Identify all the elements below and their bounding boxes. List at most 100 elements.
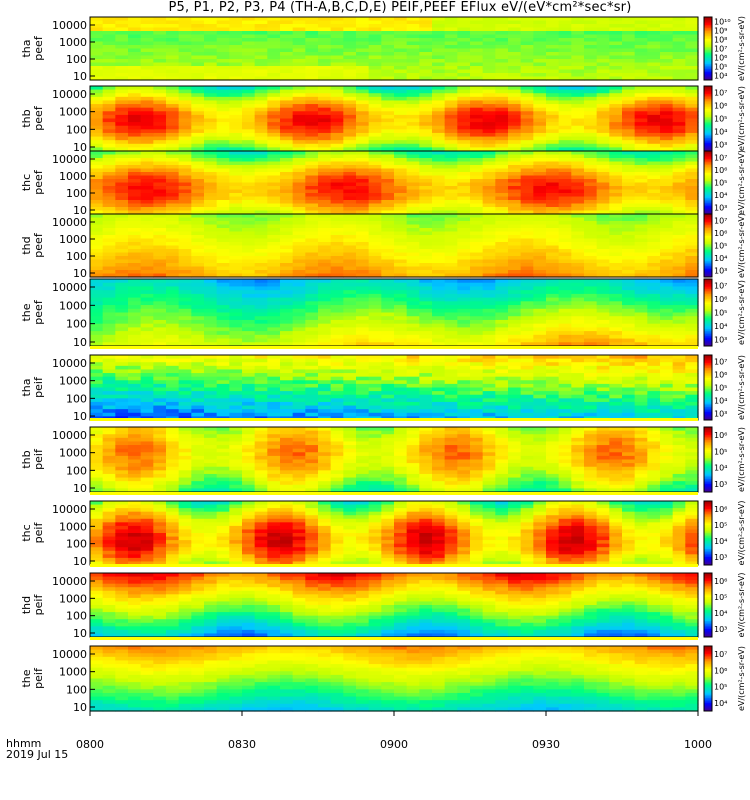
- heat-cell: [432, 290, 446, 295]
- heat-cell: [672, 73, 686, 78]
- heat-cell: [419, 214, 433, 219]
- heat-cell: [381, 217, 395, 222]
- heat-cell: [204, 122, 218, 127]
- panel-label-top: tha: [20, 39, 33, 57]
- heat-cell: [508, 154, 522, 159]
- heat-cell: [672, 242, 686, 247]
- colorbar-cell: [704, 37, 712, 40]
- heat-cell: [166, 38, 180, 43]
- heat-cell: [102, 20, 116, 25]
- heat-cell: [533, 114, 547, 120]
- heat-cell: [508, 76, 522, 81]
- heat-cell: [622, 168, 636, 173]
- heat-cell: [495, 136, 509, 141]
- heat-cell: [394, 59, 408, 64]
- heat-cell: [394, 196, 408, 201]
- heat-cell: [305, 286, 319, 291]
- heat-cell: [102, 376, 116, 381]
- heat-cell: [558, 125, 572, 130]
- heat-cell: [394, 76, 408, 81]
- heat-cell: [444, 214, 458, 219]
- heat-cell: [584, 158, 598, 163]
- heat-cell: [140, 293, 154, 299]
- heat-cell: [191, 401, 205, 407]
- heat-cell: [254, 242, 268, 247]
- heat-cell: [495, 231, 509, 236]
- heat-cell: [318, 38, 332, 43]
- heat-cell: [292, 48, 306, 53]
- heat-cell: [191, 270, 205, 275]
- heat-cell: [330, 405, 344, 410]
- heat-cell: [216, 172, 230, 177]
- colorbar-cell: [704, 297, 712, 300]
- heat-cell: [672, 118, 686, 123]
- heat-cell: [457, 193, 471, 198]
- heat-cell: [406, 59, 420, 64]
- heat-cell: [609, 297, 623, 302]
- heat-cell: [634, 290, 648, 295]
- heat-cell: [330, 266, 344, 271]
- heat-cell: [647, 27, 661, 32]
- heat-cell: [305, 231, 319, 236]
- heat-cell: [482, 210, 496, 215]
- heat-cell: [343, 401, 357, 407]
- heat-cell: [242, 297, 256, 302]
- heat-cell: [191, 89, 205, 94]
- heat-cell: [622, 319, 636, 325]
- heat-cell: [596, 73, 610, 78]
- heat-cell: [622, 165, 636, 170]
- heat-cell: [305, 186, 319, 191]
- heat-cell: [204, 273, 218, 278]
- heat-cell: [267, 172, 281, 177]
- colorbar-cell: [704, 188, 712, 191]
- heat-cell: [419, 17, 433, 22]
- heat-cell: [634, 66, 648, 71]
- heat-cell: [672, 143, 686, 148]
- heat-cell: [90, 394, 104, 399]
- heat-cell: [128, 380, 142, 385]
- heat-cell: [482, 256, 496, 261]
- heat-cell: [419, 186, 433, 191]
- heat-cell: [571, 62, 585, 67]
- heat-cell: [292, 207, 306, 212]
- heat-cell: [482, 86, 496, 91]
- heat-cell: [90, 331, 104, 336]
- heat-cell: [229, 256, 243, 261]
- heat-cell: [584, 231, 598, 236]
- heat-cell: [229, 301, 243, 306]
- heat-cell: [520, 342, 534, 347]
- heat-cell: [419, 151, 433, 156]
- heat-cell: [305, 235, 319, 240]
- heat-cell: [280, 93, 294, 98]
- heat-cell: [128, 89, 142, 94]
- heat-cell: [457, 196, 471, 201]
- heat-cell: [394, 38, 408, 43]
- heat-cell: [546, 342, 560, 347]
- heat-cell: [622, 293, 636, 299]
- y-tick-label: 10: [73, 70, 87, 83]
- heat-cell: [584, 334, 598, 340]
- heat-cell: [457, 242, 471, 247]
- heat-cell: [546, 196, 560, 201]
- heat-cell: [254, 89, 268, 94]
- heat-cell: [546, 111, 560, 116]
- heat-cell: [216, 210, 230, 215]
- heat-cell: [343, 331, 357, 336]
- heat-cell: [508, 189, 522, 194]
- heat-cell: [647, 256, 661, 261]
- heat-cell: [596, 235, 610, 240]
- heat-cell: [571, 327, 585, 332]
- heat-cell: [318, 286, 332, 291]
- heat-cell: [204, 20, 218, 25]
- heat-cell: [533, 100, 547, 105]
- heat-cell: [470, 334, 484, 340]
- heat-cell: [457, 143, 471, 148]
- heat-cell: [191, 132, 205, 138]
- heat-cell: [647, 45, 661, 50]
- heat-cell: [647, 207, 661, 212]
- heat-cell: [508, 31, 522, 36]
- heat-cell: [204, 286, 218, 291]
- heat-cell: [90, 401, 104, 407]
- colorbar-cell: [704, 182, 712, 185]
- heat-cell: [178, 96, 192, 102]
